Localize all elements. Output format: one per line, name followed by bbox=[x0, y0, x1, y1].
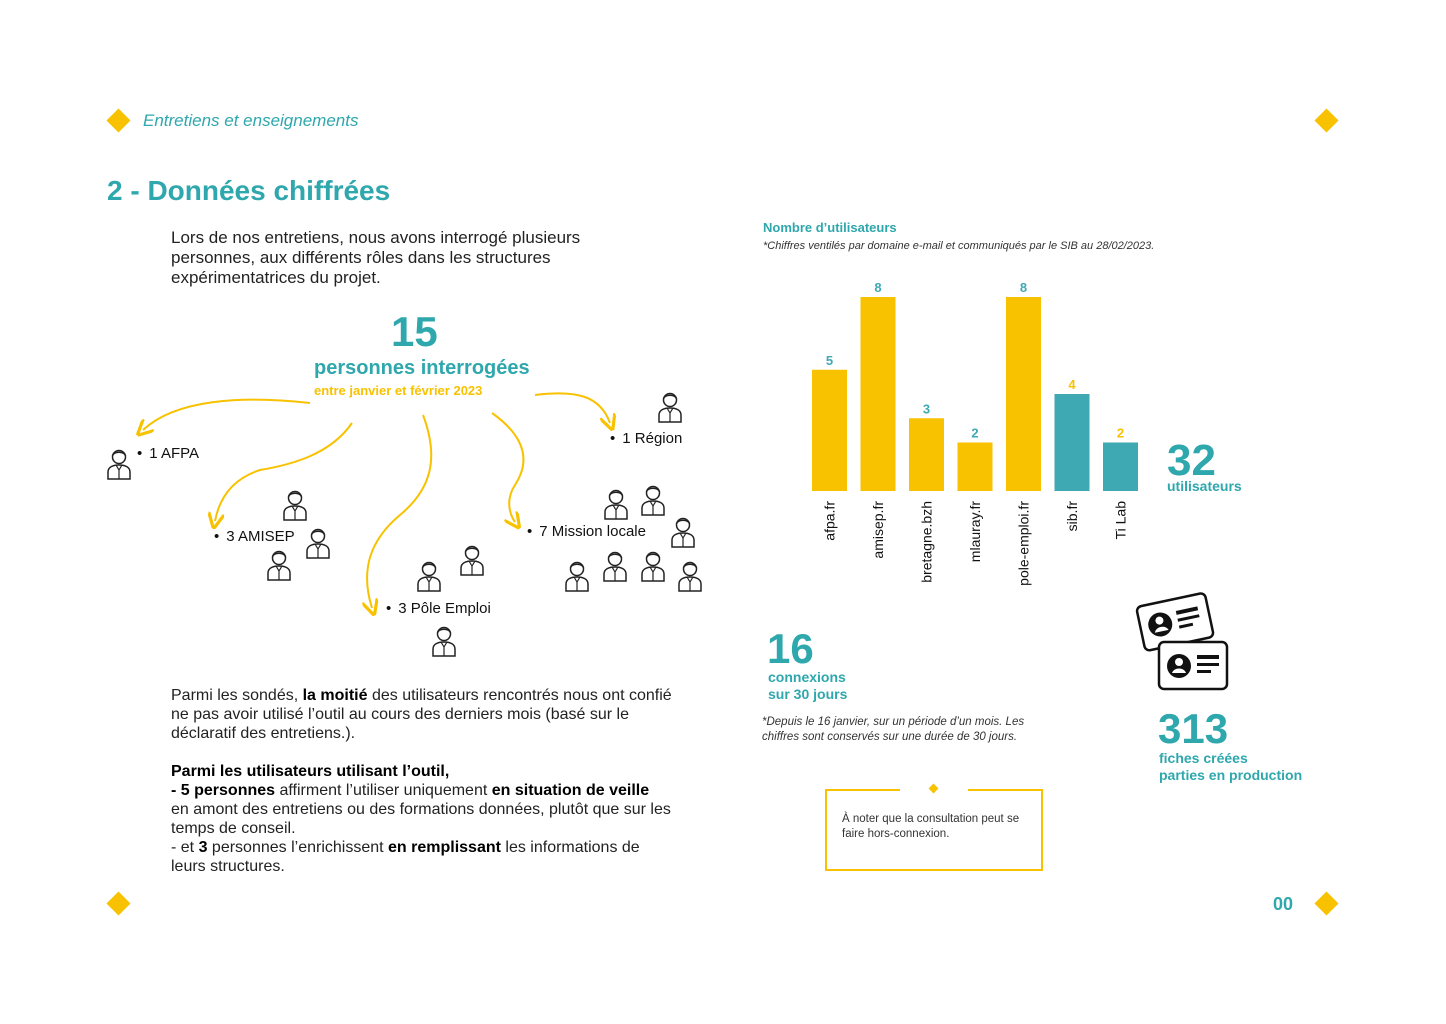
bar-amisep.fr bbox=[860, 297, 896, 491]
person-icon bbox=[603, 551, 627, 582]
intro-text: Lors de nos entretiens, nous avons inter… bbox=[171, 228, 581, 287]
sheets-total: 313 bbox=[1158, 705, 1229, 752]
bar-value-label: 5 bbox=[826, 353, 833, 368]
section-label: Entretiens et enseignements bbox=[143, 111, 359, 130]
person-icon bbox=[283, 490, 307, 521]
page-title: 2 - Données chiffrées bbox=[107, 175, 391, 206]
connections-note: *Depuis le 16 janvier, sur un période d’… bbox=[762, 716, 1025, 743]
person-icon bbox=[671, 517, 695, 548]
category-label: amisep.fr bbox=[870, 501, 886, 559]
category-label: pole-emploi.fr bbox=[1016, 501, 1032, 586]
bar-value-label: 3 bbox=[923, 401, 930, 416]
page-number: 00 bbox=[1273, 894, 1294, 914]
person-icon bbox=[641, 551, 665, 582]
group-label-pole-emploi: 3 Pôle Emploi bbox=[386, 600, 491, 617]
person-icon bbox=[604, 489, 628, 520]
bar-pole-emploi.fr bbox=[1006, 297, 1041, 491]
category-label: mlauray.fr bbox=[967, 501, 983, 563]
arrow-afpa bbox=[143, 398, 311, 430]
connections-total: 16 bbox=[767, 625, 814, 672]
group-label-amisep: 3 AMISEP bbox=[214, 528, 294, 545]
person-icon bbox=[107, 449, 131, 480]
findings-paragraph-1: Parmi les sondés, la moitié des utilisat… bbox=[171, 687, 672, 742]
arrow-amisep bbox=[215, 422, 353, 521]
diamond-icon bbox=[1314, 891, 1339, 916]
arrows bbox=[0, 392, 760, 680]
id-card-icon bbox=[1135, 592, 1229, 691]
interviews-period: entre janvier et février 2023 bbox=[314, 383, 483, 398]
note-text: À noter que la consultation peut se fair… bbox=[842, 813, 1020, 840]
person-icon bbox=[460, 545, 484, 576]
bar-value-label: 8 bbox=[1020, 280, 1027, 295]
group-label-afpa: 1 AFPA bbox=[137, 445, 199, 462]
bar-value-label: 4 bbox=[1068, 377, 1076, 392]
category-label: Ti Lab bbox=[1113, 501, 1129, 540]
person-icon bbox=[641, 485, 665, 516]
category-label: bretagne.bzh bbox=[919, 501, 935, 583]
diamond-icon bbox=[1314, 108, 1339, 133]
person-icon bbox=[306, 528, 330, 559]
users-total: 32 bbox=[1167, 436, 1216, 485]
group-label-mission-locale: 7 Mission locale bbox=[527, 523, 646, 540]
category-label: sib.fr bbox=[1064, 501, 1080, 532]
bar-mlauray.fr bbox=[957, 442, 993, 491]
connections-label: connexions sur 30 jours bbox=[768, 669, 848, 702]
person-icon bbox=[678, 561, 702, 592]
users-label: utilisateurs bbox=[1167, 478, 1242, 494]
bar-sib.fr bbox=[1054, 394, 1090, 491]
arrow-pole bbox=[367, 414, 433, 608]
arrow-mission bbox=[491, 412, 525, 522]
users-bar-chart: 5 afpa.fr 8 amisep.fr 3 bretagne.bzh 2 mlauray.… bbox=[812, 280, 1138, 586]
bar-bretagne.bzh bbox=[909, 418, 944, 491]
person-icon bbox=[417, 561, 441, 592]
person-icon bbox=[267, 550, 291, 581]
group-label-region: 1 Région bbox=[610, 430, 682, 447]
findings-subtitle: Parmi les utilisateurs utilisant l’outil… bbox=[171, 763, 450, 780]
sheets-label: fiches créées parties en production bbox=[1159, 750, 1303, 783]
bar-Ti Lab bbox=[1103, 442, 1138, 491]
category-label: afpa.fr bbox=[822, 501, 838, 541]
person-icon bbox=[565, 561, 589, 592]
interviews-label: personnes interrogées bbox=[314, 357, 530, 379]
person-icon bbox=[432, 626, 456, 657]
bar-value-label: 2 bbox=[1117, 426, 1124, 441]
interviews-total: 15 bbox=[391, 308, 438, 355]
arrow-region bbox=[534, 392, 610, 423]
findings-paragraph-2: Parmi les utilisateurs utilisant l’outil… bbox=[171, 763, 671, 875]
chart-title: Nombre d’utilisateurs bbox=[763, 220, 897, 235]
person-icon bbox=[658, 392, 682, 423]
bar-value-label: 2 bbox=[971, 426, 978, 441]
bar-afpa.fr bbox=[812, 369, 847, 491]
bar-value-label: 8 bbox=[874, 280, 881, 295]
diamond-icon bbox=[106, 891, 131, 916]
chart-subtitle: *Chiffres ventilés par domaine e-mail et… bbox=[763, 240, 1155, 252]
